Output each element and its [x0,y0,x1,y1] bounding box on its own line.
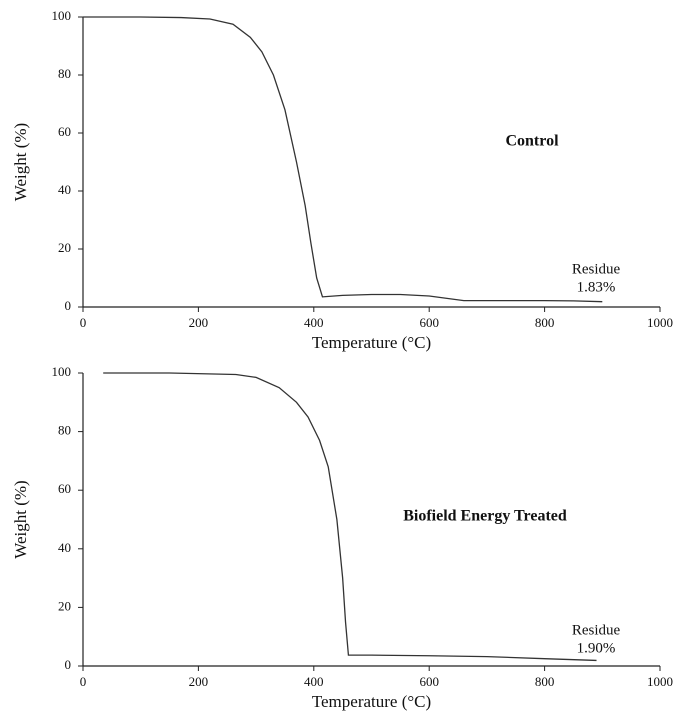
y-tick-label: 40 [58,182,71,197]
y-tick-label: 60 [58,124,71,139]
x-axis-title: Temperature (°C) [312,333,431,352]
y-tick-label: 60 [58,481,71,496]
x-tick-label: 1000 [647,315,673,330]
chart-label: Biofield Energy Treated [403,508,567,525]
chart-label: Control [505,133,559,150]
y-tick-label: 80 [58,66,71,81]
x-axis-title: Temperature (°C) [312,692,431,711]
x-tick-label: 600 [419,315,439,330]
tga-curve [83,16,603,303]
x-tick-label: 800 [535,315,555,330]
x-tick-label: 0 [80,315,87,330]
x-tick-label: 400 [304,674,324,689]
x-tick-label: 400 [304,315,324,330]
tga-curve [103,372,597,662]
y-tick-label: 40 [58,540,71,555]
annotation: Residue [572,261,621,277]
y-tick-label: 0 [65,657,72,672]
y-tick-label: 100 [52,364,72,379]
y-tick-label: 20 [58,598,71,613]
annotation: 1.83% [577,279,616,295]
x-tick-label: 0 [80,674,87,689]
y-tick-label: 80 [58,423,71,438]
y-axis-title: Weight (%) [11,123,30,201]
y-tick-label: 0 [65,298,72,313]
y-tick-label: 20 [58,240,71,255]
y-tick-label: 100 [52,8,72,23]
annotation: 1.90% [577,640,616,656]
y-axis-title: Weight (%) [11,480,30,558]
x-tick-label: 600 [419,674,439,689]
x-tick-label: 200 [189,315,209,330]
annotation: Residue [572,622,621,638]
x-tick-label: 1000 [647,674,673,689]
x-tick-label: 800 [535,674,555,689]
x-tick-label: 200 [189,674,209,689]
